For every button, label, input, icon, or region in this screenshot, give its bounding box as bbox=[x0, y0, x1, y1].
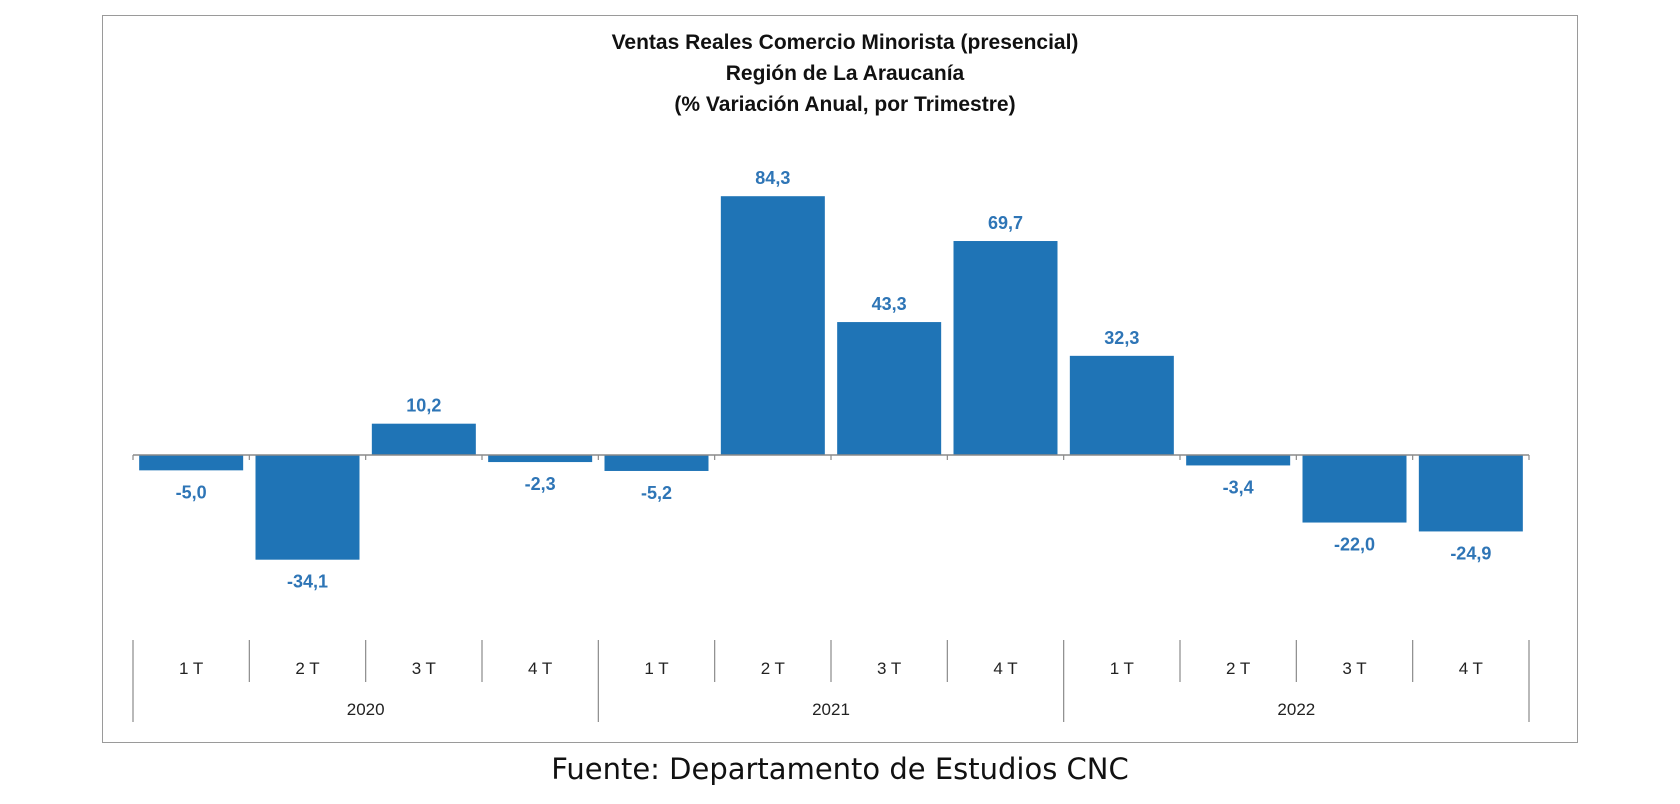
bar bbox=[953, 241, 1058, 455]
category-label: 1 T bbox=[1110, 659, 1134, 678]
chart: Ventas Reales Comercio Minorista (presen… bbox=[132, 31, 1530, 722]
source-note: Fuente: Departamento de Estudios CNC bbox=[551, 752, 1129, 786]
category-label: 2 T bbox=[761, 659, 785, 678]
data-label: -5,2 bbox=[641, 483, 672, 503]
data-label: -5,0 bbox=[176, 482, 207, 502]
category-label: 3 T bbox=[1342, 659, 1366, 678]
data-label: -24,9 bbox=[1450, 543, 1491, 563]
bar bbox=[371, 423, 476, 455]
data-label: 43,3 bbox=[872, 294, 907, 314]
chart-title-line: Región de La Araucanía bbox=[726, 62, 965, 85]
data-label: 10,2 bbox=[406, 396, 441, 416]
data-label: -34,1 bbox=[287, 572, 328, 592]
bar bbox=[488, 455, 593, 463]
category-label: 2 T bbox=[1226, 659, 1250, 678]
year-label: 2020 bbox=[347, 700, 385, 719]
category-label: 4 T bbox=[993, 659, 1017, 678]
bar bbox=[1069, 355, 1174, 455]
category-label: 1 T bbox=[644, 659, 668, 678]
category-label: 3 T bbox=[877, 659, 901, 678]
category-label: 4 T bbox=[528, 659, 552, 678]
bar bbox=[255, 455, 360, 560]
data-label: 84,3 bbox=[755, 168, 790, 188]
year-label: 2022 bbox=[1277, 700, 1315, 719]
bar bbox=[837, 322, 942, 455]
chart-title-line: Ventas Reales Comercio Minorista (presen… bbox=[612, 31, 1079, 54]
year-label: 2021 bbox=[812, 700, 850, 719]
bar bbox=[720, 196, 825, 455]
data-label: 32,3 bbox=[1104, 328, 1139, 348]
data-label: -22,0 bbox=[1334, 535, 1375, 555]
bar bbox=[604, 455, 709, 471]
data-label: -3,4 bbox=[1223, 477, 1254, 497]
bar bbox=[1186, 455, 1291, 466]
category-label: 3 T bbox=[412, 659, 436, 678]
chart-title-line: (% Variación Anual, por Trimestre) bbox=[674, 93, 1015, 116]
bar bbox=[1302, 455, 1407, 523]
category-label: 1 T bbox=[179, 659, 203, 678]
data-label: 69,7 bbox=[988, 213, 1023, 233]
bar bbox=[1418, 455, 1523, 532]
bar bbox=[139, 455, 244, 471]
data-label: -2,3 bbox=[525, 474, 556, 494]
category-label: 4 T bbox=[1459, 659, 1483, 678]
category-label: 2 T bbox=[295, 659, 319, 678]
